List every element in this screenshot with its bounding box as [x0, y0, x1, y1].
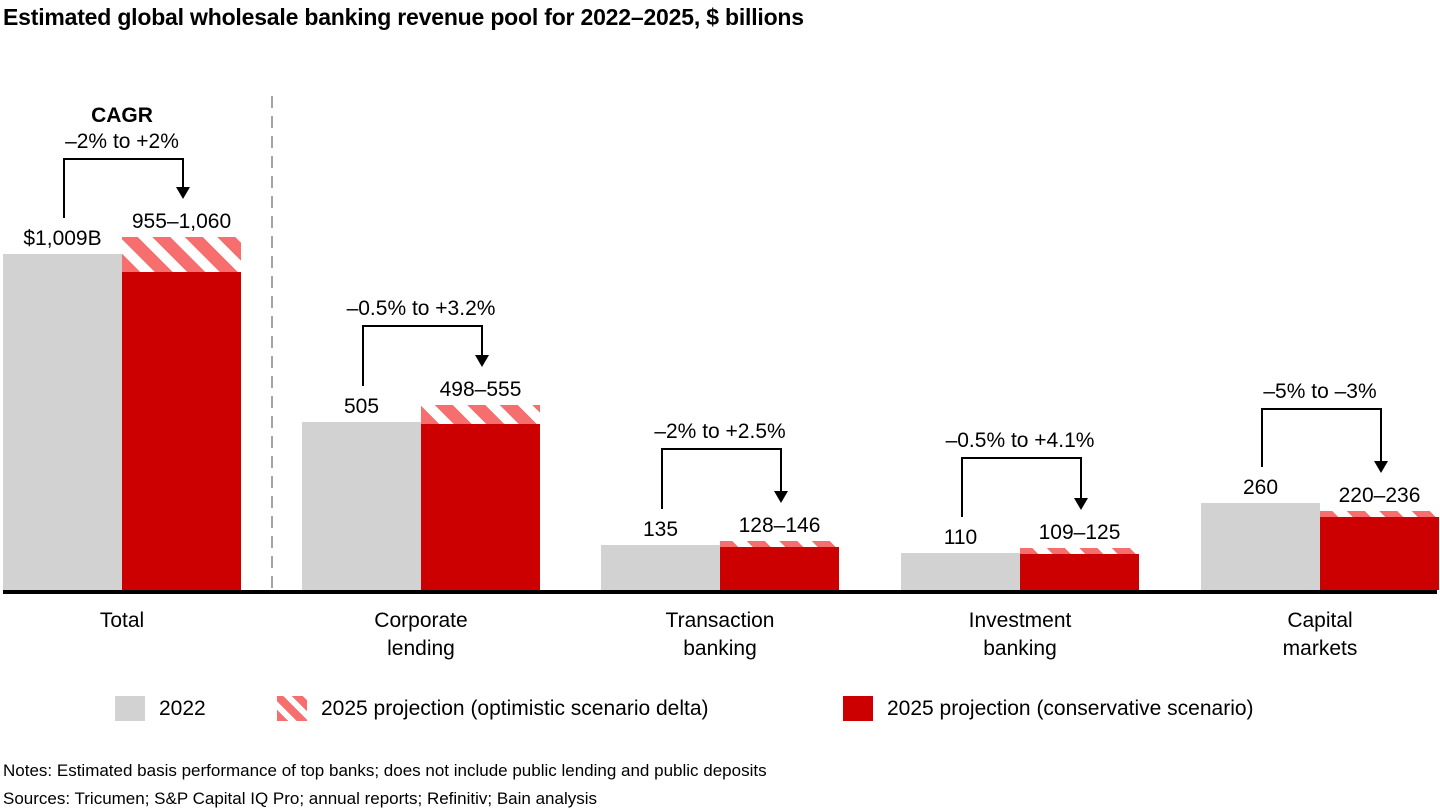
legend-item-red: 2025 projection (conservative scenario)	[843, 696, 1254, 721]
value-label-2022-transaction-banking: 135	[642, 518, 679, 541]
value-label-2025-capital-markets: 220–236	[1338, 484, 1421, 508]
legend-label: 2025 projection (conservative scenario)	[887, 696, 1254, 720]
value-label-2025-investment-banking: 109–125	[1038, 521, 1121, 545]
category-label-total: Total	[99, 609, 145, 632]
cagr-bracket-left-leg-corporate-lending	[361, 325, 364, 386]
legend-swatch-red-icon	[843, 696, 873, 721]
bar-2022-transaction-banking	[601, 545, 720, 590]
category-label-investment-banking: Investment banking	[968, 609, 1072, 660]
cagr-bracket-right-leg-investment-banking	[1079, 457, 1082, 499]
value-label-2022-investment-banking: 110	[943, 526, 978, 550]
cagr-bracket-left-leg-total	[62, 158, 65, 218]
cagr-arrow-down-icon-capital-markets	[1373, 461, 1388, 474]
cagr-bracket-top-investment-banking	[960, 457, 1082, 459]
x-axis-line	[3, 590, 1437, 594]
legend-label: 2022	[159, 696, 206, 720]
sources-line: Sources: Tricumen; S&P Capital IQ Pro; a…	[3, 789, 598, 808]
bar-2025-conservative-capital-markets	[1320, 516, 1439, 590]
cagr-arrow-down-icon-investment-banking	[1073, 498, 1088, 511]
cagr-range-label-total: –2% to +2%	[65, 130, 179, 153]
cagr-bracket-top-corporate-lending	[361, 325, 483, 327]
cagr-arrow-down-icon-total	[175, 186, 190, 199]
cagr-bracket-top-transaction-banking	[660, 448, 782, 450]
cagr-bracket-right-leg-transaction-banking	[779, 448, 782, 492]
cagr-range-label-transaction-banking: –2% to +2.5%	[654, 420, 786, 443]
cagr-range-label-investment-banking: –0.5% to +4.1%	[945, 429, 1095, 452]
cagr-arrow-down-icon-transaction-banking	[773, 491, 788, 504]
cagr-bracket-top-total	[62, 158, 184, 160]
bar-2022-capital-markets	[1201, 503, 1320, 590]
bar-2025-conservative-transaction-banking	[720, 547, 839, 590]
cagr-bracket-left-leg-transaction-banking	[660, 448, 663, 509]
cagr-bracket-left-leg-capital-markets	[1260, 408, 1263, 468]
category-label-capital-markets: Capital markets	[1282, 609, 1358, 660]
legend: 2022 2025 projection (optimistic scenario…	[0, 694, 1440, 728]
value-label-2025-total: 955–1,060	[131, 209, 232, 233]
legend-item-gray: 2022	[115, 696, 206, 721]
value-label-2025-corporate-lending: 498–555	[439, 378, 522, 401]
cagr-bracket-right-leg-total	[181, 158, 184, 187]
cagr-bracket-right-leg-capital-markets	[1379, 408, 1382, 462]
cagr-bracket-top-capital-markets	[1260, 408, 1382, 410]
notes-line: Notes: Estimated basis performance of to…	[3, 761, 767, 780]
legend-swatch-striped-icon	[277, 696, 307, 721]
bar-2025-optimistic-delta-corporate-lending	[421, 405, 540, 424]
bar-2022-total	[3, 253, 122, 590]
value-label-2022-capital-markets: 260	[1242, 476, 1279, 500]
bar-2025-conservative-total	[122, 271, 241, 590]
category-label-corporate-lending: Corporate lending	[374, 609, 468, 660]
value-label-2022-total: $1,009B	[23, 226, 102, 250]
cagr-range-label-corporate-lending: –0.5% to +3.2%	[346, 297, 496, 320]
value-label-2022-corporate-lending: 505	[343, 394, 380, 418]
category-label-transaction-banking: Transaction banking	[665, 609, 775, 660]
bar-2022-corporate-lending	[302, 421, 421, 590]
value-label-2025-transaction-banking: 128–146	[738, 514, 821, 538]
cagr-heading-total: CAGR	[91, 104, 153, 127]
cagr-arrow-down-icon-corporate-lending	[474, 355, 489, 367]
bar-2022-investment-banking	[901, 553, 1020, 590]
bar-2025-optimistic-delta-investment-banking	[1020, 548, 1139, 554]
bar-2025-conservative-corporate-lending	[421, 424, 540, 590]
legend-label: 2025 projection (optimistic scenario del…	[321, 696, 709, 720]
legend-item-striped: 2025 projection (optimistic scenario del…	[277, 696, 709, 721]
bar-2025-optimistic-delta-transaction-banking	[720, 541, 839, 548]
total-separator-dashed-line	[271, 96, 273, 590]
bar-2025-optimistic-delta-capital-markets	[1320, 511, 1439, 517]
cagr-range-label-capital-markets: –5% to –3%	[1263, 380, 1377, 403]
chart-title: Estimated global wholesale banking reven…	[3, 4, 804, 30]
cagr-bracket-right-leg-corporate-lending	[480, 325, 483, 355]
bar-2025-optimistic-delta-total	[122, 236, 241, 272]
bar-2025-conservative-investment-banking	[1020, 553, 1139, 590]
legend-swatch-gray-icon	[115, 696, 145, 721]
cagr-bracket-left-leg-investment-banking	[960, 457, 963, 518]
